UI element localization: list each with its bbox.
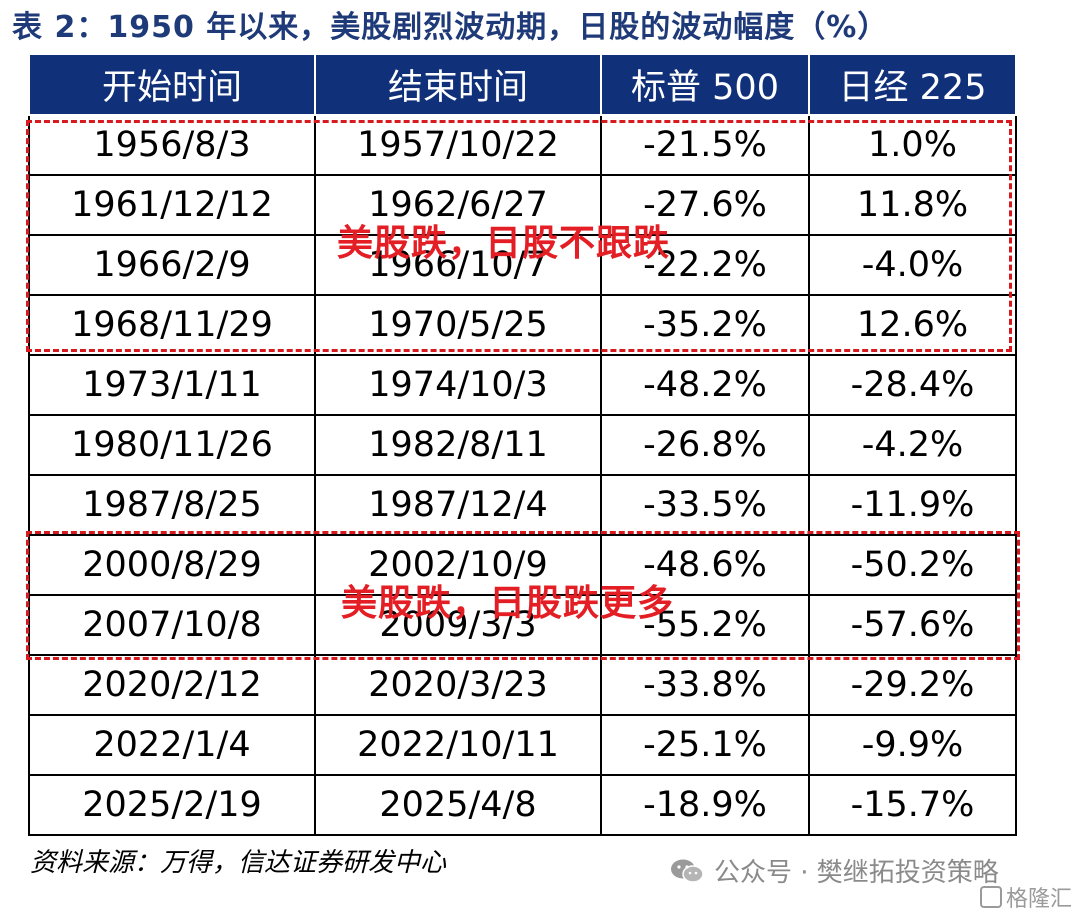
start-date-cell: 1987/8/25	[28, 474, 316, 536]
nikkei225-cell: -50.2%	[808, 534, 1017, 596]
nikkei225-cell: -9.9%	[808, 714, 1017, 776]
table-row: 2022/1/4 2022/10/11 -25.1% -9.9%	[28, 714, 1017, 776]
start-date-cell: 2007/10/8	[28, 594, 316, 656]
sp500-cell: -26.8%	[600, 414, 810, 476]
gelonghui-logo: 格隆汇	[980, 881, 1072, 913]
source-note: 资料来源：万得，信达证券研发中心	[30, 848, 447, 878]
start-date-cell: 1966/2/9	[28, 234, 316, 296]
table-title: 表 2：1950 年以来，美股剧烈波动期，日股的波动幅度（%）	[12, 10, 889, 45]
sp500-cell: -25.1%	[600, 714, 810, 776]
sp500-cell: -33.8%	[600, 654, 810, 716]
start-date-cell: 2022/1/4	[28, 714, 316, 776]
logo-text: 格隆汇	[1006, 887, 1073, 912]
table-row: 1966/2/9 1966/10/7 -22.2% -4.0%	[28, 234, 1017, 296]
table-row: 1961/12/12 1962/6/27 -27.6% 11.8%	[28, 174, 1017, 236]
header-end-date: 结束时间	[314, 53, 602, 116]
sp500-cell: -35.2%	[600, 294, 810, 356]
start-date-cell: 2025/2/19	[28, 774, 316, 836]
table-row: 1956/8/3 1957/10/22 -21.5% 1.0%	[28, 114, 1017, 176]
annotation-fall-more: 美股跌，日股跌更多	[341, 582, 675, 624]
end-date-cell: 2020/3/23	[314, 654, 602, 716]
end-date-cell: 2022/10/11	[314, 714, 602, 776]
table-row: 2020/2/12 2020/3/23 -33.8% -29.2%	[28, 654, 1017, 716]
gelonghui-logo-icon	[980, 886, 1002, 908]
start-date-cell: 1980/11/26	[28, 414, 316, 476]
end-date-cell: 2025/4/8	[314, 774, 602, 836]
table-row: 1980/11/26 1982/8/11 -26.8% -4.2%	[28, 414, 1017, 476]
nikkei225-cell: -28.4%	[808, 354, 1017, 416]
table-row: 1973/1/11 1974/10/3 -48.2% -28.4%	[28, 354, 1017, 416]
end-date-cell: 1962/6/27	[314, 174, 602, 236]
nikkei225-cell: -15.7%	[808, 774, 1017, 836]
start-date-cell: 1968/11/29	[28, 294, 316, 356]
start-date-cell: 1961/12/12	[28, 174, 316, 236]
end-date-cell: 1987/12/4	[314, 474, 602, 536]
sp500-cell: -33.5%	[600, 474, 810, 536]
end-date-cell: 2002/10/9	[314, 534, 602, 596]
sp500-cell: -22.2%	[600, 234, 810, 296]
data-table: 开始时间 结束时间 标普 500 日经 225 1956/8/3 1957/10/…	[28, 53, 1017, 836]
end-date-cell: 2009/3/3	[314, 594, 602, 656]
nikkei225-cell: 11.8%	[808, 174, 1017, 236]
header-nikkei225: 日经 225	[808, 53, 1017, 116]
nikkei225-cell: -11.9%	[808, 474, 1017, 536]
end-date-cell: 1970/5/25	[314, 294, 602, 356]
table-row: 2025/2/19 2025/4/8 -18.9% -15.7%	[28, 774, 1017, 836]
header-row: 开始时间 结束时间 标普 500 日经 225	[28, 53, 1017, 116]
end-date-cell: 1982/8/11	[314, 414, 602, 476]
start-date-cell: 2020/2/12	[28, 654, 316, 716]
sp500-cell: -18.9%	[600, 774, 810, 836]
table-row: 2007/10/8 2009/3/3 -55.2% -57.6%	[28, 594, 1017, 656]
start-date-cell: 1973/1/11	[28, 354, 316, 416]
header-start-date: 开始时间	[28, 53, 316, 116]
nikkei225-cell: 1.0%	[808, 114, 1017, 176]
sp500-cell: -21.5%	[600, 114, 810, 176]
nikkei225-cell: -29.2%	[808, 654, 1017, 716]
annotation-no-follow: 美股跌，日股不跟跌	[337, 222, 671, 264]
table-row: 1987/8/25 1987/12/4 -33.5% -11.9%	[28, 474, 1017, 536]
watermark: 公众号 · 樊继拓投资策略	[670, 852, 999, 889]
start-date-cell: 2000/8/29	[28, 534, 316, 596]
sp500-cell: -48.6%	[600, 534, 810, 596]
nikkei225-cell: -4.0%	[808, 234, 1017, 296]
nikkei225-cell: 12.6%	[808, 294, 1017, 356]
end-date-cell: 1957/10/22	[314, 114, 602, 176]
sp500-cell: -55.2%	[600, 594, 810, 656]
watermark-text: 公众号 · 樊继拓投资策略	[714, 858, 999, 888]
table-row: 2000/8/29 2002/10/9 -48.6% -50.2%	[28, 534, 1017, 596]
header-sp500: 标普 500	[600, 53, 810, 116]
sp500-cell: -48.2%	[600, 354, 810, 416]
end-date-cell: 1966/10/7	[314, 234, 602, 296]
nikkei225-cell: -4.2%	[808, 414, 1017, 476]
start-date-cell: 1956/8/3	[28, 114, 316, 176]
nikkei225-cell: -57.6%	[808, 594, 1017, 656]
table-row: 1968/11/29 1970/5/25 -35.2% 12.6%	[28, 294, 1017, 356]
end-date-cell: 1974/10/3	[314, 354, 602, 416]
sp500-cell: -27.6%	[600, 174, 810, 236]
wechat-icon	[670, 858, 704, 884]
